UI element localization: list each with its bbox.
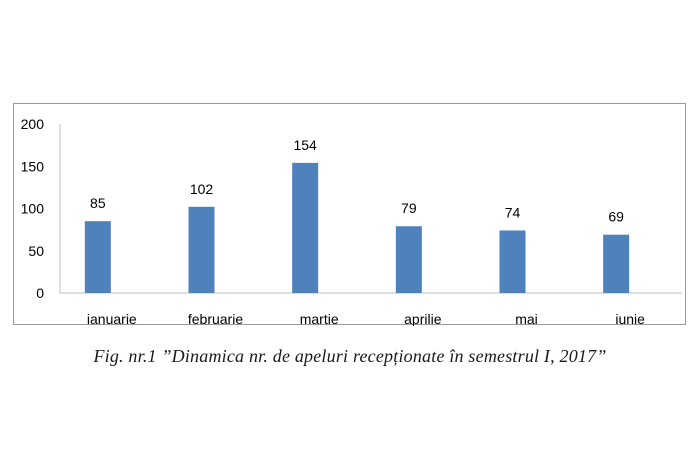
bar-data-label: 69 — [608, 209, 624, 225]
y-tick-label: 100 — [21, 201, 45, 217]
bar-chart: 0 50 100 150 200 85 102 154 79 74 69 ianuarie febr… — [21, 116, 682, 326]
bar-data-label: 154 — [293, 137, 317, 153]
x-category-label: iunie — [615, 311, 645, 326]
x-category-label: februarie — [188, 311, 243, 326]
bar-data-label: 102 — [190, 181, 214, 197]
x-axis-category-labels: ianuarie februarie martie aprilie mai iunie — [87, 311, 645, 326]
bar-data-label: 79 — [401, 200, 417, 216]
bar — [292, 162, 319, 293]
y-axis-tick-labels: 0 50 100 150 200 — [21, 116, 45, 301]
bar — [499, 230, 526, 293]
bar — [188, 206, 215, 293]
x-category-label: ianuarie — [87, 311, 137, 326]
bar-data-label: 74 — [505, 204, 521, 220]
data-labels: 85 102 154 79 74 69 — [90, 137, 624, 225]
x-category-label: aprilie — [404, 311, 442, 326]
y-tick-label: 0 — [36, 285, 44, 301]
bar — [395, 226, 422, 293]
y-tick-label: 200 — [21, 116, 45, 132]
bar — [84, 221, 111, 293]
figure-caption: Fig. nr.1 ”Dinamica nr. de apeluri recep… — [93, 346, 607, 366]
bars — [84, 162, 630, 293]
x-category-label: martie — [300, 311, 339, 326]
bar — [603, 234, 630, 293]
y-tick-label: 50 — [28, 243, 44, 259]
chart-area: 0 50 100 150 200 85 102 154 79 74 69 ianuarie febr… — [13, 103, 686, 326]
x-category-label: mai — [515, 311, 538, 326]
y-tick-label: 150 — [21, 158, 45, 174]
bar-data-label: 85 — [90, 195, 106, 211]
